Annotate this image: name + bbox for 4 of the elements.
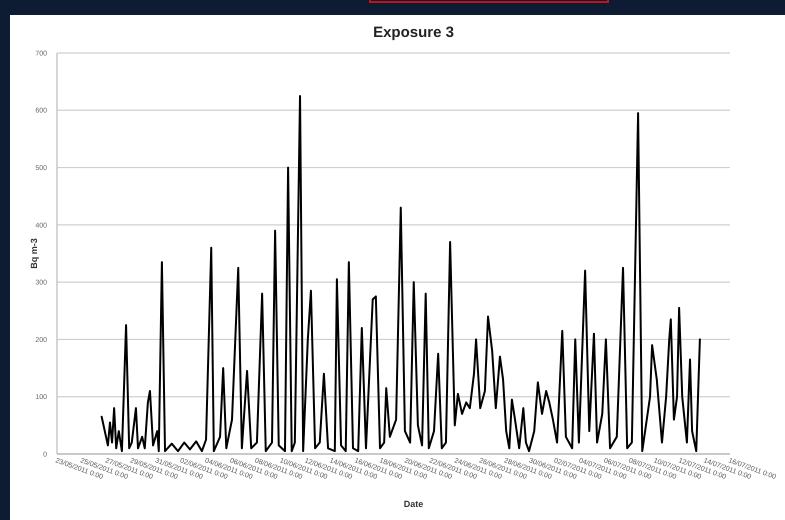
line-series (100, 94, 701, 452)
x-axis-title: Date (404, 499, 424, 509)
chart-title: Exposure 3 (373, 24, 454, 41)
y-axis-title: Bq m-3 (29, 238, 39, 269)
